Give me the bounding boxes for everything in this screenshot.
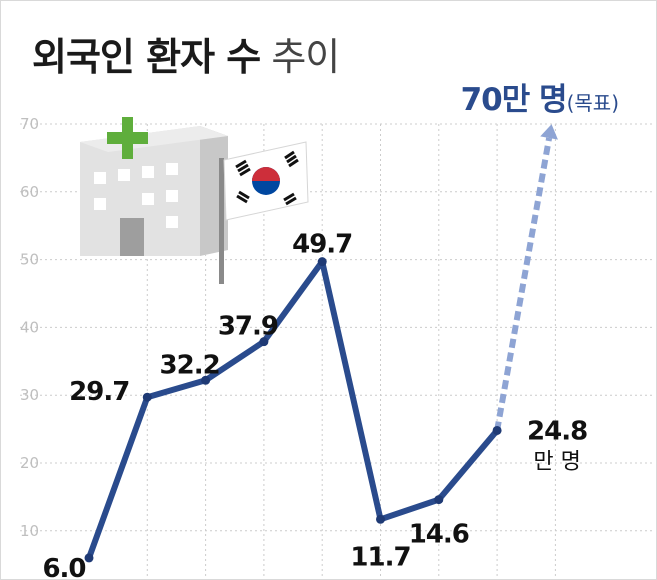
chart-title: 외국인 환자 수 추이 (32, 26, 340, 81)
goal-arrow-head (540, 124, 558, 140)
data-point (317, 257, 327, 267)
data-point (201, 375, 211, 385)
medical-cross-icon (107, 117, 148, 159)
goal-label: 70만 명(목표) (461, 74, 619, 119)
data-point (84, 553, 94, 563)
y-tick-label: 60 (20, 183, 39, 201)
data-point (434, 495, 444, 505)
goal-arrow-shaft (494, 137, 553, 431)
y-tick-label: 40 (20, 318, 39, 336)
title-bold-part: 외국인 환자 수 (32, 35, 261, 79)
data-label: 37.9 (218, 312, 278, 342)
y-tick-label: 30 (20, 386, 39, 404)
y-axis-ticks: 10 20 30 40 50 60 70 (20, 115, 39, 540)
y-tick-label: 20 (20, 454, 39, 472)
title-light-part: 추이 (271, 35, 340, 79)
data-point (259, 337, 269, 347)
data-label: 32.2 (160, 350, 220, 380)
data-label: 14.6 (409, 520, 469, 550)
korea-flag-icon (219, 141, 309, 284)
data-label: 11.7 (350, 542, 410, 572)
series-line (86, 258, 501, 561)
data-points (84, 257, 502, 563)
data-label: 49.7 (292, 230, 352, 260)
hospital-icon (80, 117, 228, 256)
goal-note: (목표) (566, 91, 619, 115)
series-polyline (86, 258, 501, 561)
data-label: 6.0 (42, 554, 85, 580)
goal-arrow (494, 124, 558, 431)
y-tick-label: 10 (20, 522, 39, 540)
y-tick-label: 50 (20, 251, 39, 269)
data-point (492, 425, 502, 435)
data-point (376, 514, 385, 524)
y-tick-label: 70 (20, 115, 39, 133)
data-label: 29.7 (69, 377, 129, 407)
data-point (142, 392, 152, 402)
goal-value: 70만 명 (460, 82, 568, 118)
data-labels: 6.0 29.7 32.2 37.9 49.7 11.714.6 24.8 (42, 230, 588, 580)
data-label: 24.8 (527, 416, 587, 446)
unit-label: 만 명 (533, 449, 580, 474)
